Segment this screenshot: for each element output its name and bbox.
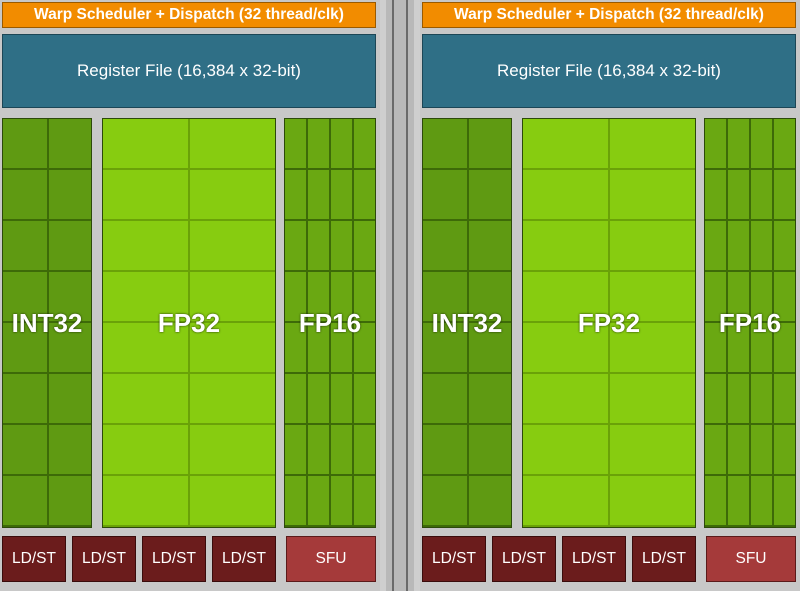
- register-file: Register File (16,384 x 32-bit): [2, 34, 376, 108]
- fp32-label: FP32: [157, 307, 221, 338]
- warp-scheduler-dispatch: Warp Scheduler + Dispatch (32 thread/clk…: [422, 2, 796, 28]
- fp16-label: FP16: [718, 307, 782, 338]
- int32-core-grid: [423, 119, 511, 527]
- fp32-unit: FP32: [102, 118, 276, 528]
- processing-block-left: Warp Scheduler + Dispatch (32 thread/clk…: [0, 0, 380, 591]
- sfu-unit: SFU: [706, 536, 796, 582]
- fp16-unit: FP16: [704, 118, 796, 528]
- fp32-core-grid: [103, 119, 275, 527]
- int32-unit: INT32: [422, 118, 512, 528]
- processing-block-right: Warp Scheduler + Dispatch (32 thread/clk…: [420, 0, 800, 591]
- ldst-unit: LD/ST: [492, 536, 556, 582]
- fp32-core-grid: [523, 119, 695, 527]
- int32-label: INT32: [431, 307, 503, 338]
- fp32-label: FP32: [577, 307, 641, 338]
- ldst-unit: LD/ST: [422, 536, 486, 582]
- ldst-unit: LD/ST: [142, 536, 206, 582]
- fp16-core-grid: [285, 119, 375, 527]
- register-file: Register File (16,384 x 32-bit): [422, 34, 796, 108]
- sfu-unit: SFU: [286, 536, 376, 582]
- int32-core-grid: [3, 119, 91, 527]
- fp16-label: FP16: [298, 307, 362, 338]
- ldst-unit: LD/ST: [72, 536, 136, 582]
- block-divider: [386, 0, 414, 591]
- fp16-unit: FP16: [284, 118, 376, 528]
- warp-scheduler-dispatch: Warp Scheduler + Dispatch (32 thread/clk…: [2, 2, 376, 28]
- ldst-unit: LD/ST: [562, 536, 626, 582]
- fp16-core-grid: [705, 119, 795, 527]
- load-store-row: LD/ST LD/ST LD/ST LD/ST SFU: [422, 536, 796, 582]
- int32-label: INT32: [11, 307, 83, 338]
- ldst-unit: LD/ST: [212, 536, 276, 582]
- load-store-row: LD/ST LD/ST LD/ST LD/ST SFU: [2, 536, 376, 582]
- ldst-unit: LD/ST: [2, 536, 66, 582]
- int32-unit: INT32: [2, 118, 92, 528]
- fp32-unit: FP32: [522, 118, 696, 528]
- ldst-unit: LD/ST: [632, 536, 696, 582]
